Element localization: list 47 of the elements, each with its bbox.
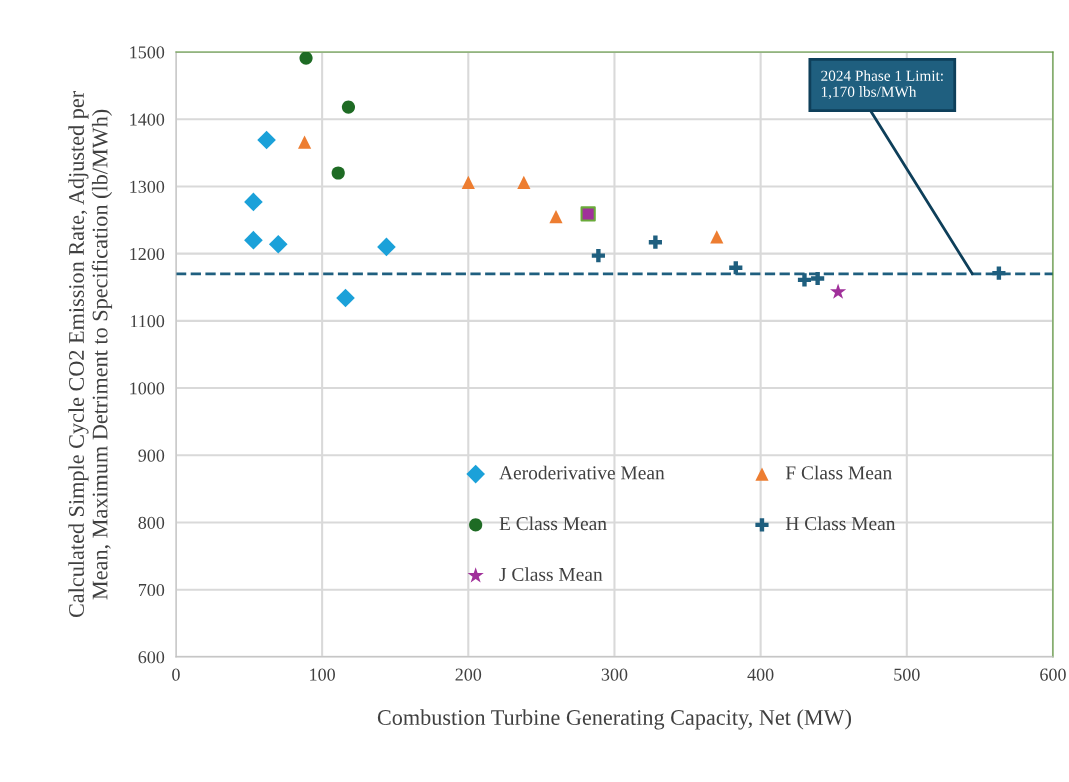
point: [591, 249, 605, 263]
y-tick-label: 700: [138, 583, 165, 597]
point: [710, 230, 724, 244]
y-tick-label: 900: [138, 449, 165, 462]
point: [648, 235, 662, 249]
point: [336, 288, 355, 308]
legend-label: J Class Mean: [499, 567, 603, 581]
point: [244, 230, 263, 250]
y-axis-title: Calculated Simple Cycle CO2 Emission Rate, Adjusted per Mean, Maximum Detriment to Specification (lb/MWh): [68, 91, 113, 618]
y-tick-label: 1100: [131, 315, 165, 328]
point: [830, 283, 847, 299]
point: [341, 100, 356, 114]
y-tick-label: 600: [138, 651, 165, 664]
point: [811, 271, 825, 286]
x-tick-label: 400: [747, 668, 774, 681]
x-tick-label: 0: [172, 668, 180, 681]
point: [797, 273, 812, 287]
point: [257, 130, 276, 150]
point: [517, 175, 531, 189]
x-tick-label: 500: [894, 668, 920, 681]
y-tick-label: 1200: [130, 247, 165, 261]
y-tick-label: 1300: [130, 180, 165, 193]
x-tick-label: 600: [1040, 668, 1066, 681]
legend-label: E Class Mean: [499, 516, 607, 531]
y-tick-label: 1000: [130, 382, 165, 395]
legend-label: F Class Mean: [785, 465, 892, 480]
x-tick-label: 100: [310, 668, 335, 681]
legend-label: Aeroderivative Mean: [499, 465, 665, 480]
x-axis-title: Combustion Turbine Generating Capacity, Net (MW): [377, 709, 851, 730]
ref-line-label: 2024 Phase 1 Limit: 1,170 lbs/MWh: [821, 70, 943, 100]
point: [549, 210, 563, 224]
point: [268, 234, 288, 254]
y-tick-label: 1400: [130, 113, 165, 126]
point: [461, 175, 475, 189]
point: [580, 206, 596, 222]
x-tick-label: 200: [455, 668, 482, 681]
legend-label: H Class Mean: [785, 516, 896, 531]
point: [729, 261, 743, 275]
point: [377, 237, 396, 257]
point: [298, 135, 312, 149]
point: [299, 52, 313, 65]
point: [992, 266, 1006, 280]
point: [331, 166, 345, 180]
x-tick-label: 300: [601, 668, 628, 681]
y-tick-label: 800: [138, 516, 165, 529]
point: [244, 192, 263, 212]
y-tick-label: 1500: [130, 46, 165, 59]
